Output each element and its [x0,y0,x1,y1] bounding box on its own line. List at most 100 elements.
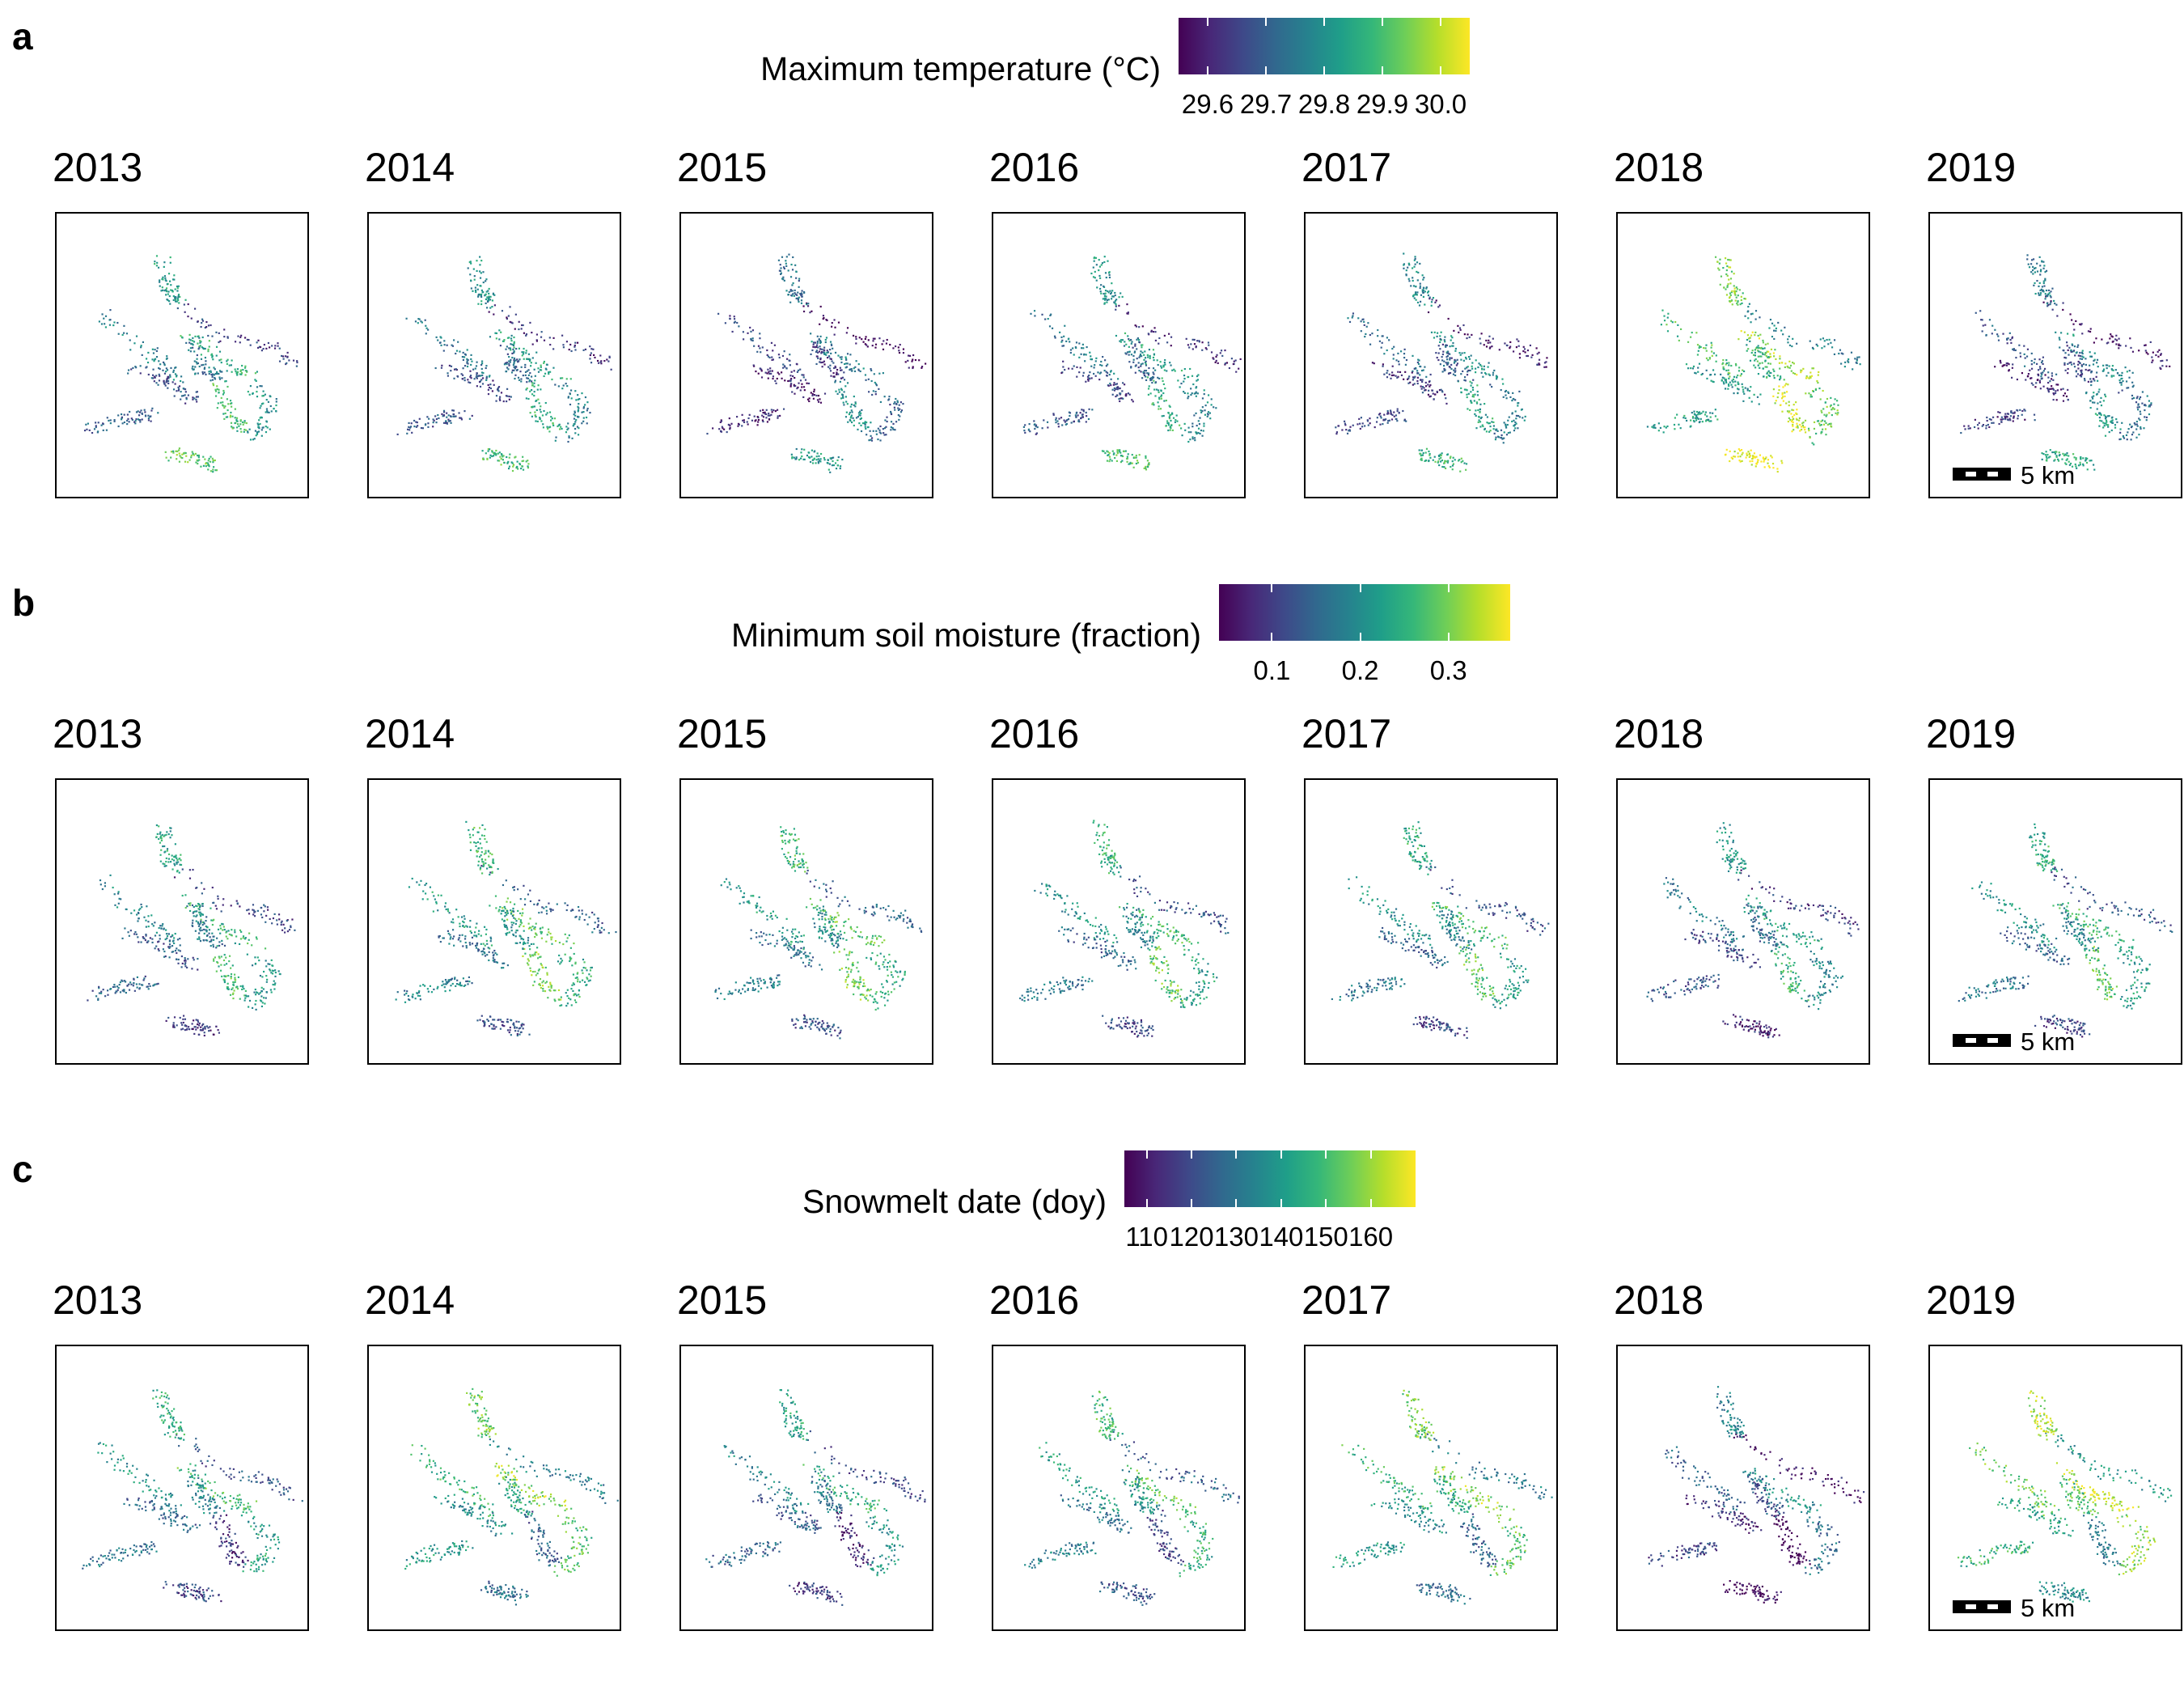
map-pixel [2106,367,2108,370]
map-pixel [2144,404,2146,406]
map-pixel [816,340,819,343]
map-pixel [485,365,488,367]
map-pixel [2005,364,2008,366]
map-pixel [1734,380,1737,383]
map-pixel [506,353,509,355]
map-pixel [262,395,265,397]
map-pixel [1079,366,1081,369]
map-pixel [1819,398,1822,400]
map-pixel [215,469,218,472]
map-pixel [1481,368,1484,371]
map-pixel [206,462,209,464]
map-pixel [214,395,218,397]
map-pixel [1422,286,1425,289]
map-pixel [216,372,218,375]
map-pixel [535,333,539,336]
map-pixel [94,422,97,424]
map-pixel [777,259,781,261]
map-pixel [468,417,471,420]
map-pixel [574,432,577,434]
map-pixel [1466,337,1468,340]
map-pixel [2121,389,2123,392]
map-pixel [2034,358,2036,361]
map-pixel [265,921,267,923]
map-pixel [1823,413,1826,416]
map-pixel [491,390,494,392]
map-pixel [2076,467,2078,469]
map-pixel [812,341,815,344]
map-pixel [205,326,208,328]
map-pixel [801,448,803,451]
map-pixel [584,404,586,406]
map-pixel [728,417,730,420]
map-pixel [197,372,199,375]
map-pixel [2130,439,2132,441]
map-pixel [608,355,611,358]
map-pixel [512,364,514,366]
map-pixel [197,362,200,365]
map-pixel [545,413,548,416]
map-pixel [426,416,429,418]
map-pixel [162,278,164,281]
map-pixel [1073,365,1075,367]
map-pixel [1815,432,1818,435]
map-pixel [764,371,767,374]
map-pixel [522,374,524,377]
map-pixel [2121,371,2123,375]
map-pixel [2040,288,2043,290]
map-pixel [1363,324,1365,326]
map-pixel [1155,388,1158,391]
map-pixel [829,341,832,343]
map-pixel [741,425,743,427]
map-pixel [171,381,174,383]
map-pixel [904,361,907,363]
map-pixel [874,346,877,349]
map-pixel [1150,330,1153,333]
map-pixel [1364,425,1366,427]
map-pixel [718,428,721,430]
map-pixel [475,376,477,379]
map-pixel [513,336,515,339]
map-pixel [2141,391,2144,393]
map-pixel [788,290,790,293]
map-pixel [2101,370,2104,372]
map-pixel [1767,356,1770,358]
map-pixel [2059,454,2061,456]
map-pixel [442,350,445,352]
map-pixel [819,323,821,325]
map-pixel [1427,393,1430,396]
map-pixel [838,388,840,391]
map-pixel [2055,451,2058,453]
map-pixel [1725,294,1729,296]
map-pixel [201,336,204,339]
map-pixel [537,384,540,387]
map-pixel [527,358,530,361]
map-pixel [2042,385,2045,388]
map-pixel [568,349,570,351]
map-pixel [1523,348,1526,350]
map-pixel [1460,387,1462,389]
map-pixel [1185,337,1187,340]
map-pixel [1698,362,1701,365]
map-pixel [2145,351,2148,354]
map-pixel [1204,409,1206,412]
map-pixel [198,346,201,349]
map-pixel [864,422,866,425]
map-pixel [1822,428,1824,430]
map-pixel [144,411,146,413]
map-pixel [485,377,488,379]
map-pixel [2131,371,2134,374]
map-pixel [2033,267,2036,269]
map-pixel [794,392,796,395]
map-pixel [256,341,258,344]
map-pixel [445,422,447,425]
map-pixel [2085,457,2087,460]
map-pixel [1699,413,1701,415]
map-pixel [1784,326,1786,328]
map-pixel [155,382,158,384]
map-pixel [855,360,857,362]
map-pixel [2075,352,2077,354]
map-pixel [2096,362,2098,364]
map-pixel [2072,333,2075,336]
map-pixel [235,372,238,375]
